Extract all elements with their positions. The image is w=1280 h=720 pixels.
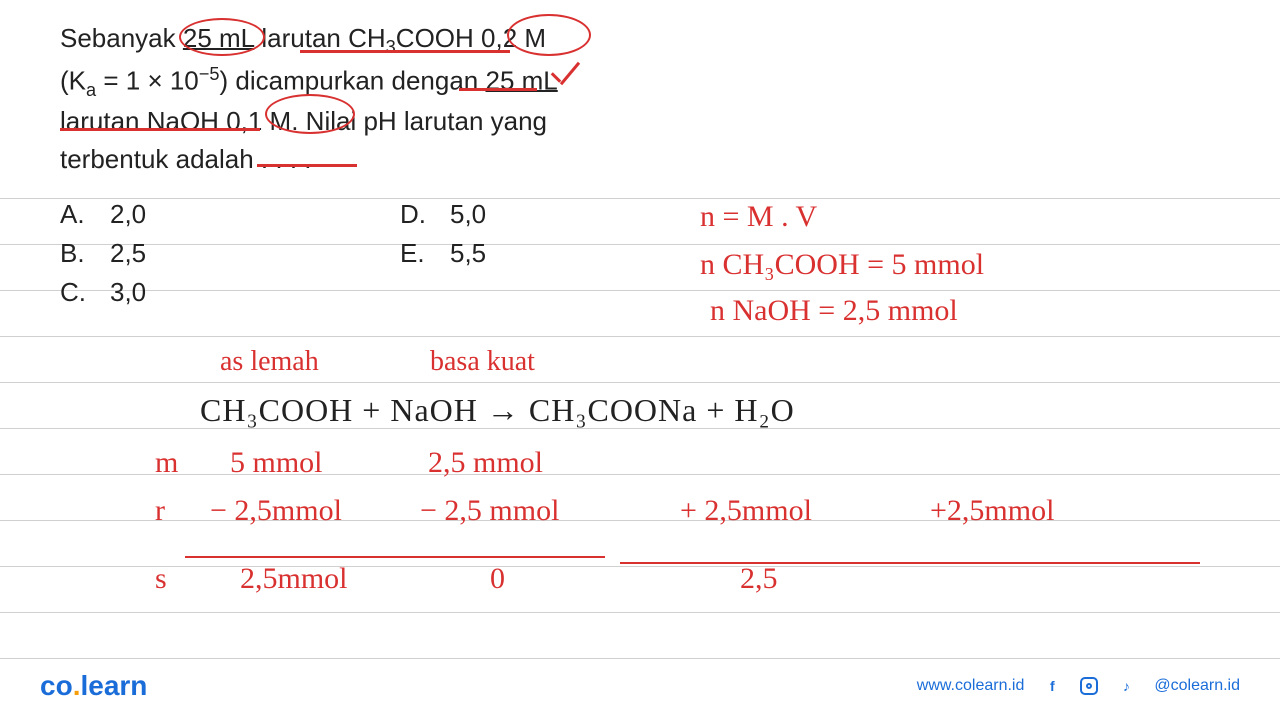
opt-e-value: 5,5 bbox=[450, 238, 486, 268]
opt-d-label: D. bbox=[400, 195, 450, 234]
facebook-icon: f bbox=[1042, 676, 1062, 696]
r-salt: + 2,5mmol bbox=[680, 494, 812, 528]
r-acid: − 2,5mmol bbox=[210, 494, 342, 528]
q-line3-a: larutan NaOH bbox=[60, 106, 226, 136]
annotation-circle bbox=[179, 18, 265, 56]
logo: co.learn bbox=[40, 670, 147, 702]
q-line1-b: larutan CH bbox=[254, 23, 386, 53]
annotation-circle bbox=[265, 94, 355, 134]
row-s-label: s bbox=[155, 562, 167, 596]
opt-c-value: 3,0 bbox=[110, 277, 146, 307]
opt-e-label: E. bbox=[400, 234, 450, 273]
row-m-label: m bbox=[155, 446, 178, 480]
r-base: − 2,5 mmol bbox=[420, 494, 559, 528]
m-acid: 5 mmol bbox=[230, 446, 323, 480]
s-base: 0 bbox=[490, 562, 505, 596]
opt-a-label: A. bbox=[60, 195, 110, 234]
opt-d-value: 5,0 bbox=[450, 199, 486, 229]
q-sup: −5 bbox=[199, 64, 220, 84]
s-salt: 2,5 bbox=[740, 562, 778, 596]
annotation-underline bbox=[459, 88, 537, 91]
annotation-underline bbox=[60, 128, 260, 131]
tiktok-icon: ♪ bbox=[1116, 676, 1136, 696]
label-weak-acid: as lemah bbox=[220, 346, 319, 378]
footer-url: www.colearn.id bbox=[917, 677, 1025, 695]
q-line2-b: = 1 × 10 bbox=[96, 65, 199, 95]
q-line1-a: Sebanyak bbox=[60, 23, 183, 53]
reaction-divider bbox=[185, 556, 605, 558]
row-r-label: r bbox=[155, 494, 165, 528]
ruled-line bbox=[0, 520, 1280, 521]
label-strong-base: basa kuat bbox=[430, 346, 535, 378]
footer-handle: @colearn.id bbox=[1154, 677, 1240, 695]
opt-b-value: 2,5 bbox=[110, 238, 146, 268]
footer: co.learn www.colearn.id f ♪ @colearn.id bbox=[0, 670, 1280, 702]
formula-n: n = M . V bbox=[700, 200, 817, 234]
q-sub3: 3 bbox=[386, 37, 396, 57]
q-line2-c: ) dicampurkan dengan bbox=[220, 65, 486, 95]
opt-c-label: C. bbox=[60, 273, 110, 312]
ruled-line bbox=[0, 658, 1280, 659]
chemical-equation: CH₃COOH + NaOH → CH₃COONa + H₂O bbox=[200, 392, 795, 429]
ruled-line bbox=[0, 566, 1280, 567]
s-acid: 2,5mmol bbox=[240, 562, 348, 596]
logo-learn: learn bbox=[80, 670, 147, 701]
logo-co: co bbox=[40, 670, 73, 701]
checkmark-icon bbox=[546, 60, 586, 100]
opt-b-label: B. bbox=[60, 234, 110, 273]
annotation-underline bbox=[257, 164, 357, 167]
ruled-line bbox=[0, 474, 1280, 475]
opt-a-value: 2,0 bbox=[110, 199, 146, 229]
q-line4: terbentuk adalah . . . . bbox=[60, 141, 558, 179]
annotation-underline bbox=[300, 50, 510, 53]
ruled-line bbox=[0, 382, 1280, 383]
instagram-icon bbox=[1080, 677, 1098, 695]
reaction-divider bbox=[620, 562, 1200, 564]
answer-options: A.2,0 D.5,0 B.2,5 E.5,5 C.3,0 bbox=[60, 195, 486, 312]
q-sub-a: a bbox=[86, 79, 96, 99]
q-line2-a: (K bbox=[60, 65, 86, 95]
annotation-circle bbox=[507, 14, 591, 56]
q-line1-c: COOH bbox=[396, 23, 481, 53]
r-water: +2,5mmol bbox=[930, 494, 1054, 528]
n-base: n NaOH = 2,5 mmol bbox=[710, 294, 958, 328]
ruled-line bbox=[0, 336, 1280, 337]
ruled-line bbox=[0, 612, 1280, 613]
m-base: 2,5 mmol bbox=[428, 446, 543, 480]
n-acid: n CH₃COOH = 5 mmol bbox=[700, 248, 984, 282]
